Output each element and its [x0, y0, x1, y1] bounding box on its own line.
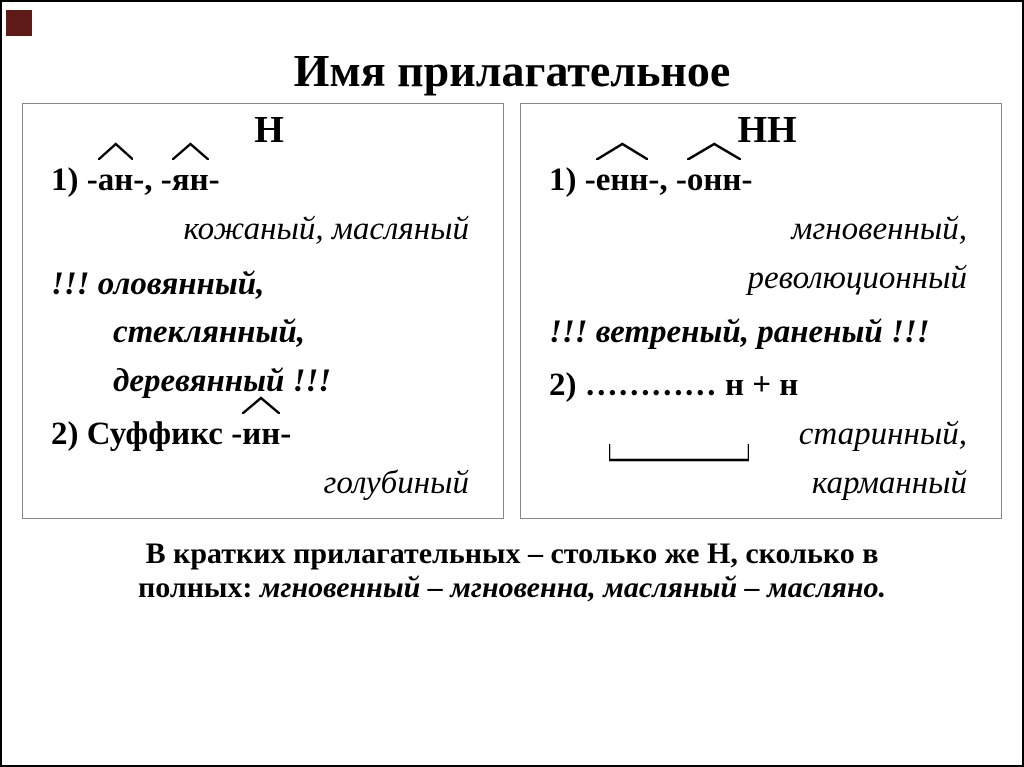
root-bracket — [609, 432, 749, 481]
decorative-top-bar — [2, 2, 1022, 36]
suffix-onn: онн — [687, 156, 742, 205]
right-example-1b: революционный — [549, 254, 985, 303]
right-example-2a: старинный, — [549, 410, 985, 459]
footer-note: В кратких прилагательных – столько же Н,… — [2, 519, 1022, 605]
right-rule-2: 2) ………… н + н — [549, 361, 985, 410]
left-column: Н 1) -ан-, -ян- кожаный, масляный !!! ол… — [22, 103, 504, 519]
header-stripes — [36, 33, 1022, 36]
right-column: НН 1) -енн-, -онн- мгновенный, революцио… — [520, 103, 1002, 519]
suffix-in: ин — [242, 410, 280, 459]
left-example-2: голубиный — [51, 459, 487, 508]
right-rule-1: 1) -енн-, -онн- — [549, 156, 985, 205]
suffix-an: ан — [98, 156, 134, 205]
left-exception: !!! оловянный, — [51, 260, 487, 309]
right-exception: !!! ветреный, раненый !!! — [549, 308, 985, 357]
left-exception-2: стеклянный, — [51, 308, 487, 357]
left-rule-1: 1) -ан-, -ян- — [51, 156, 487, 205]
header-square — [6, 10, 32, 36]
right-example-1a: мгновенный, — [549, 205, 985, 254]
columns-container: Н 1) -ан-, -ян- кожаный, масляный !!! ол… — [2, 103, 1022, 519]
left-example-1: кожаный, масляный — [51, 205, 487, 254]
page-title: Имя прилагательное — [2, 44, 1022, 97]
left-rule-2: 2) Суффикс -ин- — [51, 410, 487, 459]
suffix-yan: ян — [172, 156, 209, 205]
suffix-enn: енн — [596, 156, 649, 205]
